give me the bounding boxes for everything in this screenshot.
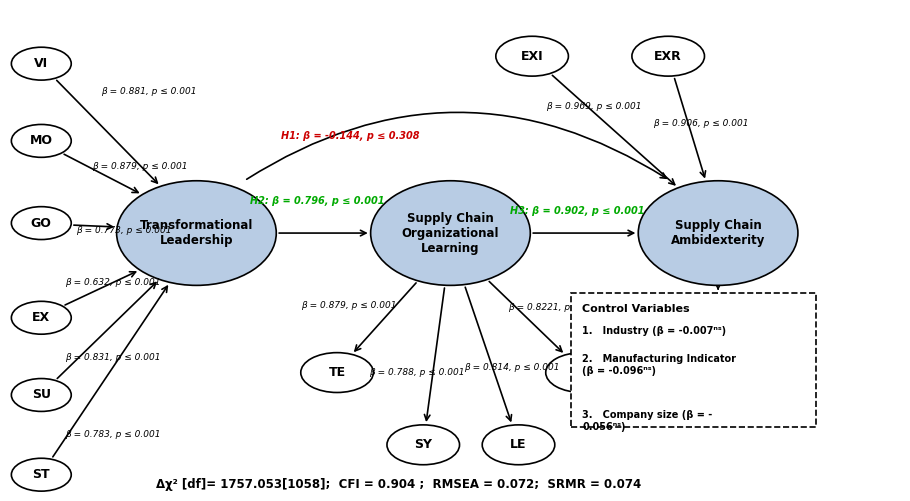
Circle shape — [11, 47, 71, 80]
Text: Supply Chain
Organizational
Learning: Supply Chain Organizational Learning — [401, 211, 500, 255]
Circle shape — [301, 353, 373, 392]
Circle shape — [11, 458, 71, 491]
Text: Control Variables: Control Variables — [582, 304, 690, 314]
Text: β = 0.783, p ≤ 0.001: β = 0.783, p ≤ 0.001 — [65, 430, 160, 439]
Circle shape — [546, 353, 618, 392]
Text: β = 0.906, p ≤ 0.001: β = 0.906, p ≤ 0.001 — [652, 119, 748, 128]
Circle shape — [632, 36, 704, 76]
Circle shape — [11, 301, 71, 334]
Text: 1.   Industry (β = -0.007ⁿˢ): 1. Industry (β = -0.007ⁿˢ) — [582, 326, 726, 336]
Ellipse shape — [638, 181, 798, 286]
Text: H3: β = 0.902, p ≤ 0.001: H3: β = 0.902, p ≤ 0.001 — [511, 205, 644, 215]
Circle shape — [482, 425, 555, 465]
FancyBboxPatch shape — [571, 293, 816, 427]
Text: GO: GO — [31, 216, 52, 229]
Text: β = 0.788, p ≤ 0.001: β = 0.788, p ≤ 0.001 — [369, 368, 464, 377]
Circle shape — [11, 379, 71, 411]
Text: 2.   Manufacturing Indicator
(β = -0.096ⁿˢ): 2. Manufacturing Indicator (β = -0.096ⁿˢ… — [582, 354, 736, 376]
Circle shape — [496, 36, 569, 76]
Text: β = 0.881, p ≤ 0.001: β = 0.881, p ≤ 0.001 — [101, 87, 197, 96]
Circle shape — [387, 425, 460, 465]
Text: EX: EX — [32, 311, 50, 324]
Text: H1: β = -0.144, p ≤ 0.308: H1: β = -0.144, p ≤ 0.308 — [281, 131, 420, 141]
Text: β = 0.8221, p ≤ 0.001: β = 0.8221, p ≤ 0.001 — [508, 303, 609, 312]
Text: H2: β = 0.796, p ≤ 0.001: H2: β = 0.796, p ≤ 0.001 — [250, 196, 384, 206]
Ellipse shape — [370, 181, 531, 286]
Text: MO: MO — [30, 134, 53, 147]
Text: β = 0.969, p ≤ 0.001: β = 0.969, p ≤ 0.001 — [546, 102, 642, 111]
Circle shape — [11, 124, 71, 157]
Text: ME: ME — [571, 366, 592, 379]
Circle shape — [11, 206, 71, 239]
Text: Δχ² [df]= 1757.053[1058];  CFI = 0.904 ;  RMSEA = 0.072;  SRMR = 0.074: Δχ² [df]= 1757.053[1058]; CFI = 0.904 ; … — [156, 477, 641, 490]
Text: 3.   Company size (β = -
0.056ⁿˢ): 3. Company size (β = - 0.056ⁿˢ) — [582, 410, 713, 431]
Text: Transformational
Leadership: Transformational Leadership — [140, 219, 253, 247]
Text: EXR: EXR — [654, 50, 682, 63]
Text: ST: ST — [33, 468, 50, 481]
Text: Supply Chain
Ambidexterity: Supply Chain Ambidexterity — [671, 219, 765, 247]
Text: β = 0.773, p ≤ 0.001: β = 0.773, p ≤ 0.001 — [76, 226, 171, 235]
Text: SY: SY — [414, 438, 432, 451]
Ellipse shape — [116, 181, 277, 286]
Text: β = 0.831, p ≤ 0.001: β = 0.831, p ≤ 0.001 — [65, 353, 160, 362]
Text: β = 0.814, p ≤ 0.001: β = 0.814, p ≤ 0.001 — [464, 363, 560, 372]
Text: TE: TE — [329, 366, 346, 379]
Text: SU: SU — [32, 388, 51, 401]
Text: β = 0.632, p ≤ 0.001: β = 0.632, p ≤ 0.001 — [65, 279, 160, 288]
Text: β = 0.879, p ≤ 0.001: β = 0.879, p ≤ 0.001 — [301, 301, 396, 310]
Text: LE: LE — [511, 438, 527, 451]
Text: VI: VI — [35, 57, 48, 70]
Text: EXI: EXI — [521, 50, 543, 63]
Text: β = 0.879, p ≤ 0.001: β = 0.879, p ≤ 0.001 — [92, 162, 187, 171]
